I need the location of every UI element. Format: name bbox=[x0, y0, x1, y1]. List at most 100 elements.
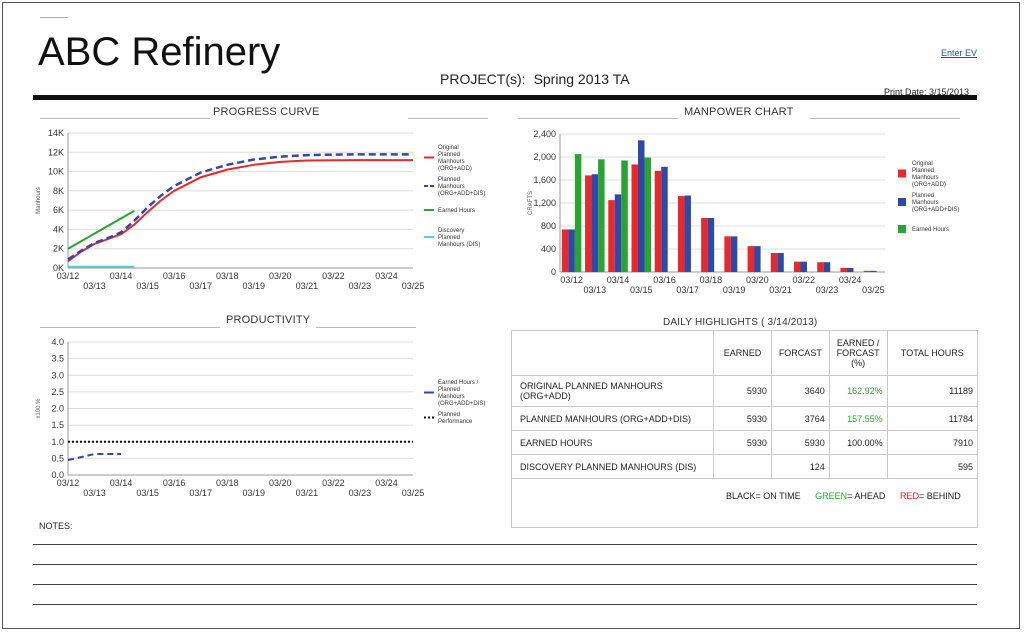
x-tick-label: 03/19 bbox=[243, 281, 266, 291]
project-label: PROJECT(s): bbox=[440, 71, 526, 87]
notes-line[interactable] bbox=[33, 604, 977, 605]
legend-swatch bbox=[898, 169, 906, 178]
x-tick-label: 03/19 bbox=[243, 488, 266, 498]
progress-curve-title: PROGRESS CURVE bbox=[213, 106, 320, 118]
bar-03/23-0 bbox=[817, 262, 824, 272]
legend-label: Original bbox=[912, 161, 933, 167]
y-tick-label: 2.5 bbox=[51, 387, 64, 397]
percent-cell: 157.55% bbox=[828, 406, 888, 431]
bar-03/15-1 bbox=[638, 140, 645, 272]
table-header: FORCAST bbox=[770, 330, 830, 376]
x-tick-label: 03/21 bbox=[296, 488, 319, 498]
x-tick-label: 03/15 bbox=[136, 281, 159, 291]
bar-03/12-1 bbox=[568, 229, 575, 272]
x-tick-label: 03/13 bbox=[83, 488, 106, 498]
table-header: TOTAL HOURS bbox=[886, 330, 979, 376]
row-label: EARNED HOURS bbox=[510, 430, 715, 455]
bar-03/22-0 bbox=[794, 261, 801, 272]
bar-03/17-0 bbox=[677, 196, 685, 272]
enter-ev-link[interactable]: Enter EV bbox=[941, 48, 978, 58]
legend-label: Planned bbox=[912, 168, 934, 174]
row-label: PLANNED MANHOURS (ORG+ADD+DIS) bbox=[510, 406, 715, 431]
table-row: DISCOVERY PLANNED MANHOURS (DIS) 124 595 bbox=[510, 454, 979, 479]
bar-03/16-0 bbox=[654, 170, 662, 272]
daily-highlights-title: DAILY HIGHLIGHTS ( 3/14/2013) bbox=[663, 317, 818, 328]
project-value: Spring 2013 TA bbox=[533, 71, 630, 87]
legend-label: Planned bbox=[438, 387, 460, 393]
row-label: DISCOVERY PLANNED MANHOURS (DIS) bbox=[510, 454, 715, 479]
bar-03/21-1 bbox=[777, 253, 784, 272]
y-axis-label: CRAFTS bbox=[528, 191, 534, 215]
y-tick-label: 1,600 bbox=[533, 175, 556, 185]
legend-red-text: = BEHIND bbox=[918, 491, 961, 501]
bar-03/23-1 bbox=[823, 262, 831, 272]
bar-03/14-2 bbox=[621, 160, 628, 272]
series-line-0 bbox=[67, 159, 413, 263]
bar-03/13-1 bbox=[591, 174, 599, 272]
y-tick-label: 14K bbox=[48, 128, 64, 138]
percent-cell: 100.00% bbox=[828, 430, 888, 455]
legend-label: Planned bbox=[438, 235, 460, 241]
legend-green-text: = AHEAD bbox=[847, 491, 886, 501]
table-row: PLANNED MANHOURS (ORG+ADD+DIS) 5930 3764 15… bbox=[510, 406, 979, 431]
top-rule bbox=[40, 17, 68, 18]
bar-03/25-1 bbox=[870, 270, 877, 272]
series-line-0 bbox=[67, 453, 122, 462]
y-tick-label: 2K bbox=[53, 244, 64, 254]
bar-03/24-0 bbox=[840, 267, 847, 272]
earned-cell: 5930 bbox=[713, 430, 772, 455]
x-tick-label: 03/21 bbox=[769, 285, 792, 295]
table-header: EARNED / FORCAST (%) bbox=[828, 330, 888, 376]
total-hours-cell: 595 bbox=[886, 454, 979, 479]
bar-03/13-0 bbox=[585, 175, 592, 272]
manpower-chart-title: MANPOWER CHART bbox=[684, 106, 794, 118]
x-tick-label: 03/17 bbox=[676, 285, 699, 295]
y-tick-label: 3.0 bbox=[51, 370, 64, 380]
notes-line[interactable] bbox=[33, 564, 977, 565]
y-tick-label: 2.0 bbox=[51, 404, 64, 414]
bar-03/21-0 bbox=[770, 253, 778, 272]
x-tick-label: 03/22 bbox=[792, 275, 815, 285]
header-divider bbox=[33, 95, 977, 100]
progress-curve-chart: 0K 2K 4K 6K 8K 10K 12K 14K 03/12 03/14 03/16 03/18 0… bbox=[36, 128, 485, 291]
y-tick-label: 800 bbox=[541, 221, 556, 231]
table-footer-cell bbox=[511, 478, 978, 528]
bar-03/12-0 bbox=[561, 229, 569, 272]
legend-label: Planned bbox=[438, 412, 460, 418]
x-tick-label: 03/15 bbox=[136, 488, 159, 498]
legend-label: Discovery bbox=[438, 228, 464, 234]
legend-label: (ORG+ADD+DIS) bbox=[912, 207, 959, 213]
legend-label: Original bbox=[438, 145, 459, 151]
x-tick-label: 03/23 bbox=[349, 488, 372, 498]
x-tick-label: 03/18 bbox=[216, 478, 239, 488]
print-date: Print Date: 3/15/2013 bbox=[884, 87, 970, 97]
notes-line[interactable] bbox=[33, 584, 977, 585]
legend-label: (ORG+ADD+DIS) bbox=[438, 191, 485, 197]
percent-cell bbox=[828, 454, 888, 479]
bar-03/20-0 bbox=[747, 246, 755, 272]
legend-label: (ORG+ADD) bbox=[438, 166, 472, 172]
legend-label: (ORG+ADD+DIS) bbox=[438, 401, 485, 407]
y-tick-label: 2,000 bbox=[533, 152, 556, 162]
x-tick-label: 03/22 bbox=[322, 271, 345, 281]
x-tick-label: 03/14 bbox=[110, 271, 133, 281]
bar-03/15-0 bbox=[631, 164, 638, 272]
legend-label: Performance bbox=[438, 419, 473, 425]
x-tick-label: 03/21 bbox=[296, 281, 319, 291]
y-tick-label: 6K bbox=[53, 205, 64, 215]
bar-03/19-1 bbox=[730, 236, 738, 272]
x-tick-label: 03/18 bbox=[216, 271, 239, 281]
legend-label: Manhours (DIS) bbox=[438, 242, 480, 248]
notes-line[interactable] bbox=[33, 544, 977, 545]
bar-03/16-1 bbox=[661, 166, 668, 272]
x-tick-label: 03/15 bbox=[630, 285, 653, 295]
series-line-1 bbox=[67, 153, 413, 261]
x-tick-label: 03/19 bbox=[723, 285, 746, 295]
project-line: PROJECT(s): Spring 2013 TA bbox=[440, 71, 630, 87]
x-tick-label: 03/25 bbox=[402, 281, 425, 291]
x-tick-label: 03/16 bbox=[163, 478, 186, 488]
bar-03/22-1 bbox=[800, 261, 807, 272]
daily-highlights-table: EARNED FORCAST EARNED / FORCAST (%) TOTA… bbox=[510, 330, 979, 528]
bar-03/13-2 bbox=[598, 159, 605, 272]
